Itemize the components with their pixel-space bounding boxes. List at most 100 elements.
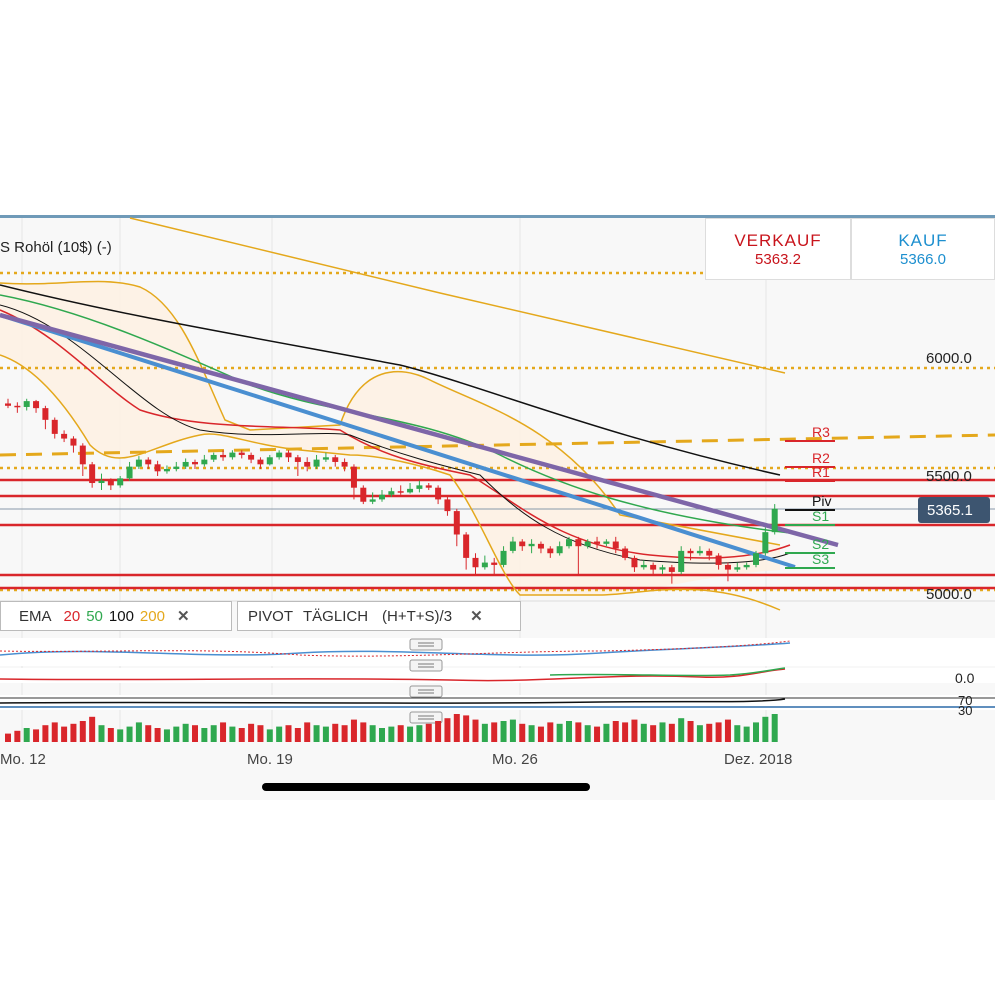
candle [70, 436, 77, 453]
candle [229, 450, 236, 460]
candle-body [257, 459, 264, 465]
panel-resize-handle[interactable] [409, 638, 443, 651]
candle [210, 452, 217, 462]
buy-button[interactable]: KAUF 5366.0 [851, 218, 995, 280]
candle [771, 504, 778, 535]
price-axis-label: 5500.0 [926, 468, 972, 485]
candle [322, 452, 329, 462]
ema-period-20: 20 [63, 607, 81, 625]
volume-bar [650, 725, 657, 742]
header-divider [0, 215, 995, 218]
candle [332, 454, 339, 467]
candle [145, 457, 152, 469]
volume-bar [724, 719, 731, 742]
panel-resize-handle[interactable] [409, 685, 443, 698]
candle [696, 546, 703, 556]
candle [463, 532, 470, 570]
instrument-title[interactable]: S Rohöl (10$) (-) [0, 239, 112, 256]
volume-bar [173, 726, 180, 742]
candle [575, 536, 582, 575]
candle [724, 562, 731, 582]
panel-resize-handle[interactable] [409, 711, 443, 724]
volume-bar [463, 715, 470, 742]
candle-body [341, 461, 348, 467]
ema-indicator-chip[interactable]: EMA 20 50 100 200 ✕ [0, 601, 232, 631]
candle [163, 465, 170, 474]
candle-body [407, 488, 414, 493]
candle-body [491, 562, 498, 565]
candle [453, 508, 460, 547]
volume-bar [491, 722, 498, 742]
candle [173, 461, 180, 472]
candle [201, 454, 208, 467]
candle [612, 536, 619, 554]
volume-bar [678, 718, 685, 742]
candle [294, 454, 301, 476]
candle-body [696, 550, 703, 554]
candle-body [379, 494, 385, 500]
candle [304, 457, 311, 472]
candle-body [556, 546, 563, 554]
panel-resize-handle[interactable] [409, 659, 443, 672]
candle-body [753, 553, 759, 565]
pivot-label-r1: R1 [812, 464, 830, 480]
candle [51, 417, 58, 439]
volume-bar [379, 728, 385, 742]
candle-body [322, 457, 329, 460]
pivot-formula: (H+T+S)/3 [382, 607, 453, 625]
candle-body [276, 452, 283, 458]
candle-body [107, 480, 114, 486]
sell-button[interactable]: VERKAUF 5363.2 [705, 218, 851, 280]
candle-body [472, 557, 479, 568]
candle-body [388, 491, 395, 495]
volume-bar [126, 726, 133, 742]
volume-bar [350, 719, 357, 742]
volume-bar [210, 725, 217, 742]
candle-body [519, 541, 526, 547]
volume-bar [23, 728, 30, 742]
volume-bar [238, 728, 245, 742]
candle [687, 548, 694, 561]
candle [556, 541, 563, 556]
candle [341, 458, 348, 472]
candle-body [145, 459, 152, 465]
candle-body [650, 564, 657, 570]
volume-bar [734, 725, 741, 742]
ema-close-icon[interactable]: ✕ [176, 608, 190, 625]
volume-bar [687, 721, 694, 742]
candle-body [135, 459, 142, 467]
home-indicator[interactable] [262, 783, 590, 791]
candle-body [210, 454, 217, 460]
candle [42, 405, 49, 430]
candle [23, 398, 30, 411]
price-axis-label: 5000.0 [926, 586, 972, 603]
candle [257, 457, 264, 469]
candle [5, 398, 11, 409]
pivot-close-icon[interactable]: ✕ [470, 608, 483, 625]
candle-body [416, 485, 423, 489]
pivot-indicator-chip[interactable]: PIVOT TÄGLICH (H+T+S)/3 ✕ [237, 601, 521, 631]
candle-body [425, 485, 432, 488]
volume-bar [117, 729, 124, 742]
volume-bar [753, 722, 759, 742]
volume-bar [192, 725, 198, 742]
candle [547, 546, 554, 558]
candle-body [603, 541, 610, 544]
ema-period-50: 50 [86, 607, 103, 625]
macd-panel [0, 638, 995, 666]
trading-app: R3 R2 R1 Piv S1 S2 S3 6000.0 5500.0 5000.0 5365.1 0… [0, 215, 995, 800]
candle-body [397, 491, 404, 493]
price-axis-label: 6000.0 [926, 350, 972, 367]
candle [753, 550, 759, 568]
pivot-label-r2: R2 [812, 450, 830, 466]
candle-body [640, 564, 647, 568]
panel-resize-handle-box [409, 659, 443, 672]
candle-body [182, 461, 189, 467]
volume-bar [668, 723, 675, 742]
volume-bar [14, 730, 21, 742]
candle [350, 464, 357, 500]
candle-body [762, 532, 769, 554]
candle-body [547, 548, 554, 554]
candle [313, 454, 320, 469]
